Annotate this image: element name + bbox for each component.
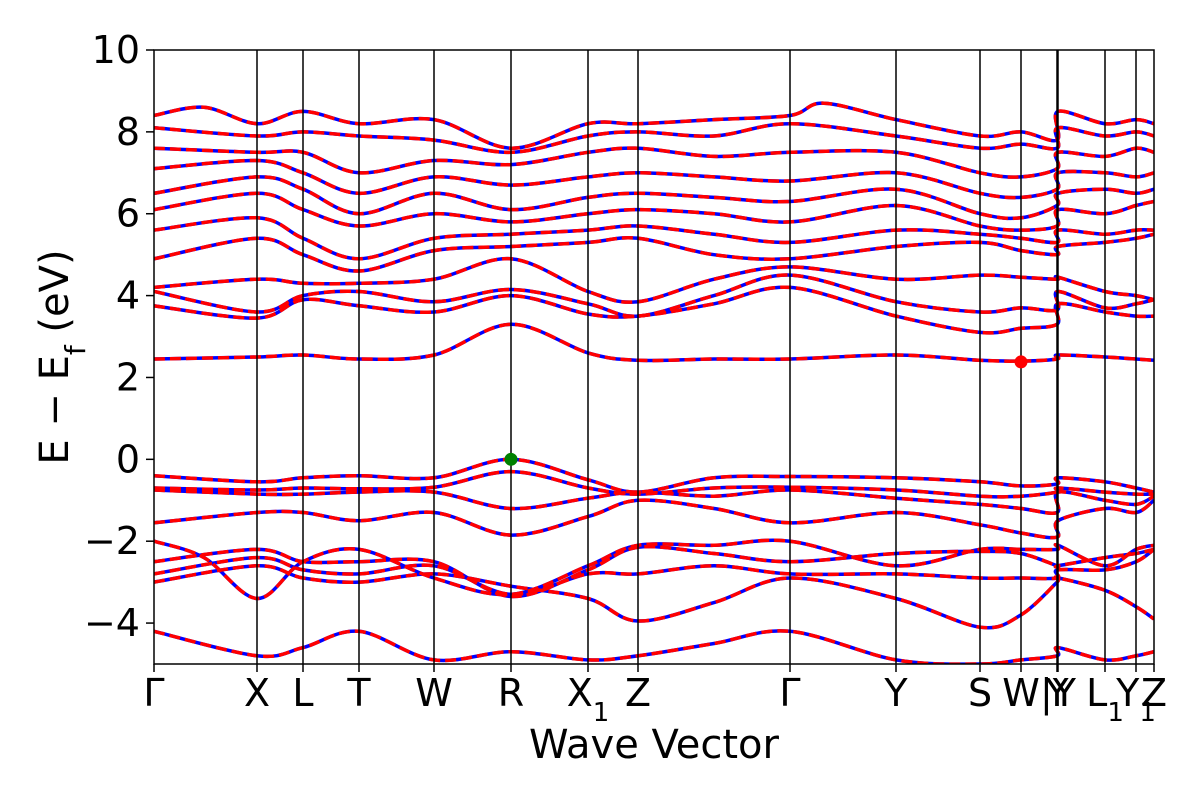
x-tick-label: X — [244, 671, 270, 715]
band-line-red-dashed — [154, 101, 1154, 150]
x-tick-label: W — [415, 671, 453, 715]
x-tick-label: R — [498, 671, 524, 715]
x-axis-label: Wave Vector — [529, 722, 780, 768]
x-tick-label: Γ — [143, 671, 164, 715]
x-tick-label: W — [1002, 671, 1040, 715]
band-line-red-dashed — [154, 322, 1154, 363]
x-tick-label: |Y — [1040, 671, 1077, 716]
bands-layer — [154, 101, 1154, 664]
y-tick-label: 10 — [92, 28, 140, 72]
band-edge-markers — [504, 355, 1028, 466]
band-line-red-dashed — [154, 457, 1154, 494]
high-symmetry-lines — [256, 50, 1137, 664]
y-axis-ticks: 10 8 6 4 2 0 −2 −4 — [84, 28, 154, 645]
x-tick-label: L1 — [1086, 671, 1124, 728]
x-tick-label: Y — [1044, 671, 1069, 715]
y-tick-label: −4 — [84, 601, 140, 645]
y-tick-label: 0 — [116, 437, 140, 481]
band-line-red-dashed — [154, 175, 1154, 221]
y-axis-label-main: E − E — [32, 355, 78, 465]
y-tick-label: 2 — [116, 355, 140, 399]
y-axis-label: E − Ef (eV) — [32, 249, 92, 464]
band-line-blue — [154, 101, 1154, 150]
band-line-blue — [154, 564, 1154, 630]
band-line-blue — [154, 215, 1154, 261]
y-axis-label-subscript: f — [59, 344, 92, 355]
x-tick-label: Y1 — [1115, 671, 1156, 728]
x-tick-label: S — [968, 671, 992, 715]
x-tick-label: T — [346, 671, 371, 715]
band-line-red-dashed — [154, 629, 1154, 664]
plot-frame — [153, 49, 1155, 665]
y-tick-label: −2 — [84, 519, 140, 563]
x-tick-label: Z — [625, 671, 651, 715]
y-tick-label: 8 — [116, 110, 140, 154]
y-tick-label: 6 — [116, 192, 140, 236]
x-tick-label: X1 — [567, 671, 610, 728]
x-tick-label: Z — [1141, 671, 1167, 715]
band-edge-marker — [504, 452, 518, 466]
x-tick-label: Y — [883, 671, 908, 715]
y-tick-label: 4 — [116, 274, 140, 318]
x-tick-label: L — [292, 671, 313, 715]
band-edge-marker — [1014, 355, 1028, 369]
y-axis-label-unit: (eV) — [32, 249, 78, 345]
x-tick-label: Γ — [779, 671, 800, 715]
band-line-red-dashed — [154, 547, 1154, 597]
